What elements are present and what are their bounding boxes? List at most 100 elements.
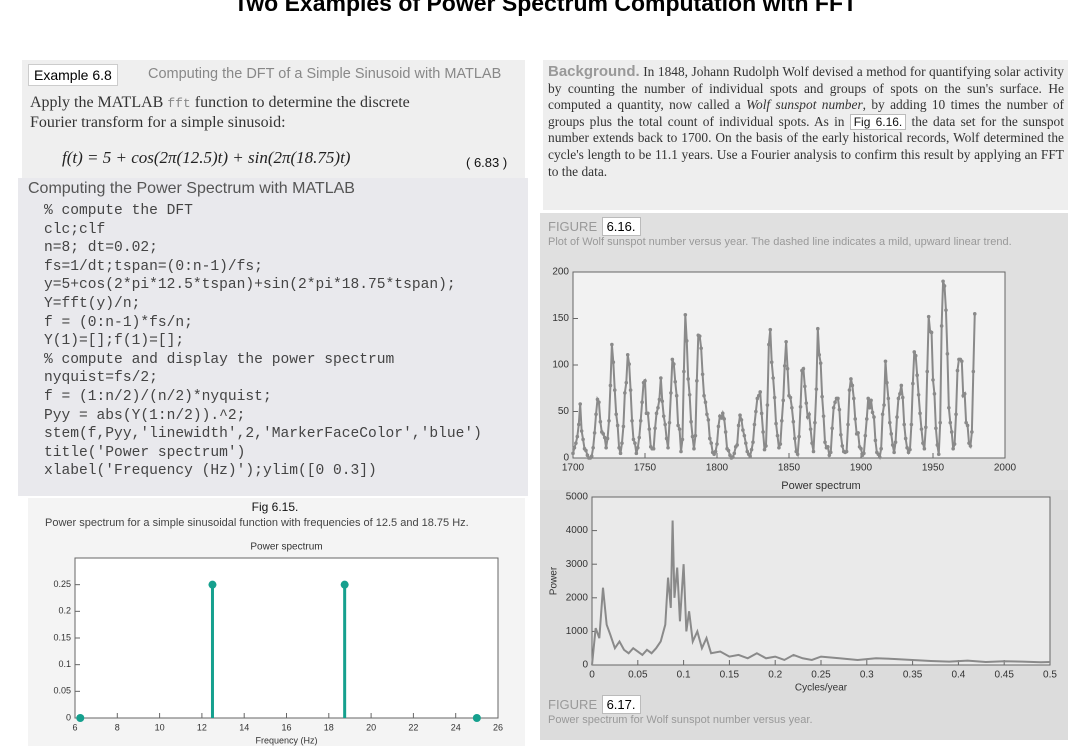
point bbox=[782, 364, 787, 368]
x-tick-label: 1900 bbox=[850, 463, 873, 474]
point bbox=[862, 451, 866, 456]
point bbox=[804, 401, 809, 405]
figure-number: 6.16. bbox=[601, 217, 641, 236]
x-tick-label: 1850 bbox=[778, 463, 801, 474]
point bbox=[589, 454, 594, 458]
point bbox=[820, 394, 824, 399]
point bbox=[605, 436, 610, 441]
point bbox=[970, 430, 974, 434]
code-line: Y(1)=[];f(1)=[]; bbox=[44, 333, 185, 350]
point bbox=[598, 419, 603, 424]
y-tick-label: 0.05 bbox=[53, 686, 71, 696]
point bbox=[634, 451, 639, 456]
x-tick-label: 0.15 bbox=[720, 670, 740, 681]
point bbox=[960, 359, 964, 364]
x-tick-label: 0.45 bbox=[994, 670, 1014, 681]
chart-title: Power spectrum bbox=[781, 480, 860, 492]
point bbox=[965, 423, 970, 428]
point bbox=[595, 397, 600, 402]
code-line: % compute and display the power spectrum bbox=[44, 351, 395, 368]
x-axis-label: Cycles/year bbox=[795, 683, 848, 694]
point bbox=[716, 424, 721, 429]
y-tick-label: 50 bbox=[558, 406, 570, 417]
point bbox=[968, 444, 973, 448]
figure-heading: FIGURE 6.16. bbox=[548, 217, 641, 236]
point bbox=[889, 432, 894, 436]
point bbox=[618, 451, 623, 456]
point bbox=[936, 452, 941, 457]
point bbox=[571, 451, 575, 456]
point bbox=[864, 417, 869, 421]
point bbox=[909, 422, 914, 427]
point bbox=[692, 446, 696, 451]
emphasis: Wolf sunspot number bbox=[746, 97, 863, 113]
figure-caption: Power spectrum for Wolf sunspot number v… bbox=[548, 714, 813, 726]
point bbox=[895, 415, 899, 419]
point bbox=[852, 396, 856, 401]
text: function to determine the discrete Fouri… bbox=[30, 94, 410, 131]
point bbox=[880, 412, 885, 417]
point bbox=[967, 441, 971, 445]
point bbox=[807, 412, 811, 417]
point bbox=[951, 446, 955, 451]
point bbox=[680, 437, 685, 442]
point bbox=[898, 392, 902, 396]
point bbox=[971, 369, 976, 374]
stem-marker bbox=[76, 714, 85, 722]
point bbox=[621, 424, 626, 429]
point bbox=[944, 308, 948, 312]
point bbox=[640, 400, 644, 405]
point bbox=[592, 431, 597, 435]
point bbox=[833, 400, 837, 405]
point bbox=[594, 412, 598, 417]
point bbox=[941, 279, 945, 284]
text: Apply the MATLAB bbox=[30, 94, 168, 111]
point bbox=[794, 449, 798, 454]
point bbox=[744, 441, 748, 445]
point bbox=[608, 383, 613, 388]
point bbox=[906, 450, 911, 455]
code-line: title('Power spectrum') bbox=[44, 444, 246, 461]
point bbox=[664, 436, 669, 441]
point bbox=[651, 446, 656, 451]
point bbox=[654, 411, 659, 416]
point bbox=[777, 445, 781, 450]
point bbox=[670, 357, 675, 362]
point bbox=[811, 449, 816, 454]
y-tick-label: 0.15 bbox=[53, 632, 71, 642]
point bbox=[938, 420, 942, 425]
point bbox=[751, 440, 755, 444]
point bbox=[876, 452, 881, 457]
y-tick-label: 3000 bbox=[566, 559, 589, 570]
stem-marker bbox=[340, 580, 349, 589]
x-tick-label: 10 bbox=[155, 722, 165, 732]
code-line: y=5+cos(2*pi*12.5*tspan)+sin(2*pi*18.75*… bbox=[44, 277, 456, 294]
point bbox=[955, 368, 960, 373]
point bbox=[748, 454, 752, 458]
point bbox=[821, 414, 826, 418]
point bbox=[949, 430, 954, 434]
point bbox=[913, 353, 918, 358]
point bbox=[798, 405, 803, 409]
point bbox=[803, 384, 807, 389]
point bbox=[625, 352, 630, 357]
point bbox=[827, 453, 832, 458]
point bbox=[918, 411, 922, 416]
point bbox=[768, 327, 773, 332]
point bbox=[615, 423, 620, 428]
point bbox=[597, 400, 601, 405]
code-line: Y=fft(y)/n; bbox=[44, 296, 141, 312]
point bbox=[952, 442, 957, 446]
point bbox=[883, 359, 888, 364]
point bbox=[575, 434, 580, 439]
y-tick-label: 0 bbox=[563, 453, 569, 464]
point bbox=[699, 346, 703, 351]
point bbox=[892, 450, 896, 455]
point bbox=[601, 432, 606, 436]
x-tick-label: 0.1 bbox=[677, 670, 691, 681]
point bbox=[903, 436, 908, 441]
point bbox=[607, 419, 611, 423]
point bbox=[905, 445, 909, 450]
point bbox=[931, 378, 935, 382]
lead: Background. bbox=[548, 63, 640, 80]
